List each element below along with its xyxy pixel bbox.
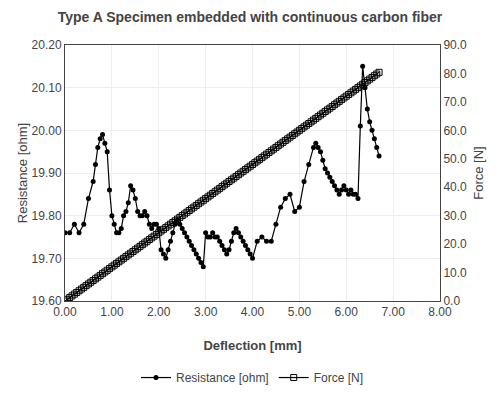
svg-text:19.60: 19.60 [32, 294, 62, 308]
svg-text:19.80: 19.80 [32, 209, 62, 223]
svg-text:19.70: 19.70 [32, 252, 62, 266]
svg-text:Type A Specimen embedded with: Type A Specimen embedded with continuous… [58, 9, 443, 25]
svg-text:8.00: 8.00 [428, 305, 452, 319]
svg-text:50.0: 50.0 [443, 152, 467, 166]
svg-text:Resistance [ohm]: Resistance [ohm] [176, 371, 269, 385]
svg-text:Force [N]: Force [N] [471, 146, 486, 199]
svg-text:7.00: 7.00 [381, 305, 405, 319]
svg-text:60.0: 60.0 [443, 124, 467, 138]
svg-text:0.0: 0.0 [443, 294, 460, 308]
svg-text:80.0: 80.0 [443, 67, 467, 81]
svg-text:4.00: 4.00 [241, 305, 265, 319]
svg-text:19.90: 19.90 [32, 166, 62, 180]
svg-text:Resistance [ohm]: Resistance [ohm] [15, 123, 30, 223]
svg-text:90.0: 90.0 [443, 38, 467, 52]
svg-text:40.0: 40.0 [443, 180, 467, 194]
svg-text:20.10: 20.10 [32, 81, 62, 95]
svg-text:20.20: 20.20 [32, 38, 62, 52]
svg-text:0.00: 0.00 [53, 305, 77, 319]
svg-text:Deflection [mm]: Deflection [mm] [203, 338, 301, 353]
svg-text:3.00: 3.00 [194, 305, 218, 319]
svg-text:20.0: 20.0 [443, 237, 467, 251]
svg-text:1.00: 1.00 [100, 305, 124, 319]
svg-text:Force [N]: Force [N] [314, 371, 363, 385]
svg-text:70.0: 70.0 [443, 95, 467, 109]
svg-text:5.00: 5.00 [288, 305, 312, 319]
svg-text:20.00: 20.00 [32, 124, 62, 138]
svg-text:10.0: 10.0 [443, 266, 467, 280]
svg-text:30.0: 30.0 [443, 209, 467, 223]
svg-text:6.00: 6.00 [335, 305, 359, 319]
svg-text:2.00: 2.00 [147, 305, 171, 319]
